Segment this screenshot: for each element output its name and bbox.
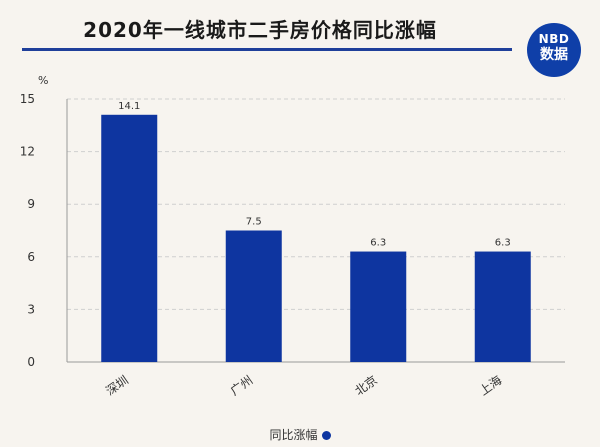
y-tick-label: 9 xyxy=(27,197,35,211)
data-label: 7.5 xyxy=(246,217,262,228)
x-tick-label: 上海 xyxy=(476,372,504,398)
y-tick-label: 3 xyxy=(27,302,35,316)
bar xyxy=(101,114,158,362)
title-underline xyxy=(22,48,512,51)
x-tick-label: 北京 xyxy=(352,373,380,398)
bar xyxy=(474,251,531,362)
x-tick-label: 广州 xyxy=(228,373,256,398)
data-label: 6.3 xyxy=(495,238,511,249)
x-tick-label: 深圳 xyxy=(103,373,131,398)
bar xyxy=(350,251,407,362)
chart-title: 2020年一线城市二手房价格同比涨幅 xyxy=(83,18,437,42)
y-tick-label: 0 xyxy=(27,355,35,369)
bar-chart: % 0 3 6 9 12 15 14.1 深圳 7.5 广州 6.3 北京 6.3 上海 xyxy=(20,74,565,398)
bar xyxy=(225,230,282,362)
legend-swatch xyxy=(321,431,331,440)
data-label: 6.3 xyxy=(370,238,386,249)
y-tick-label: 15 xyxy=(20,92,35,106)
data-label: 14.1 xyxy=(118,101,140,112)
legend-label: 同比涨幅 xyxy=(269,428,318,442)
y-axis-unit: % xyxy=(38,74,48,87)
y-tick-label: 6 xyxy=(27,250,35,264)
legend: 同比涨幅 xyxy=(0,426,600,443)
nbd-logo: NBD 数据 xyxy=(527,23,581,77)
logo-text-top: NBD xyxy=(538,32,570,46)
y-tick-label: 12 xyxy=(20,145,35,159)
logo-text-bottom: 数据 xyxy=(540,47,568,63)
